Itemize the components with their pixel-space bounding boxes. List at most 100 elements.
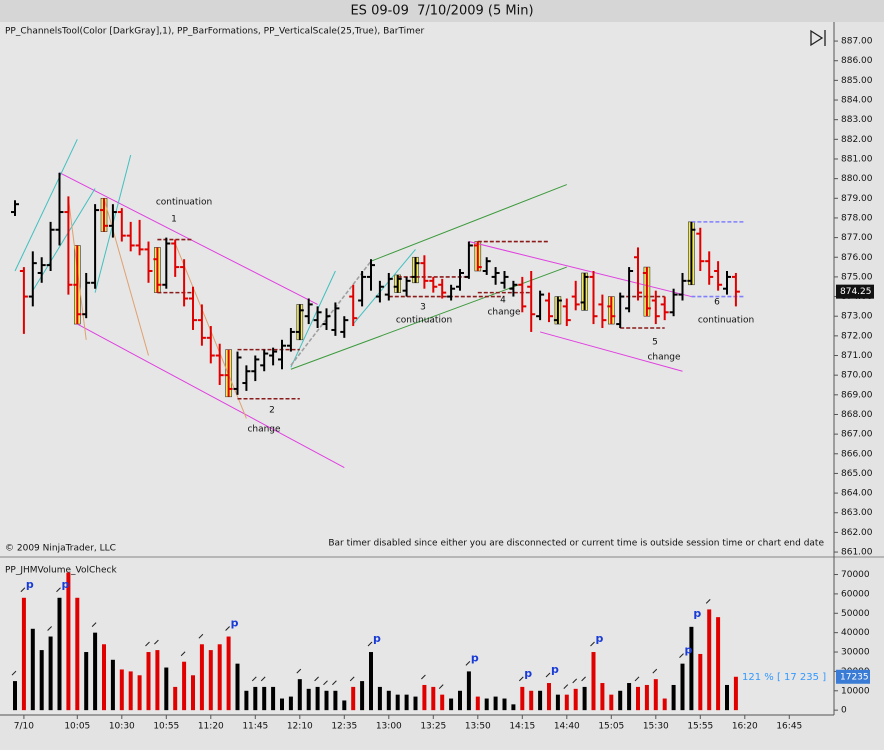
x-tick-label: 11:20 [198, 722, 224, 732]
volume-bar [315, 686, 320, 711]
x-tick-label: 11:45 [242, 722, 268, 732]
volume-arrow [572, 678, 578, 684]
volume-bar [689, 626, 694, 711]
y-tick-label: 880.00 [841, 174, 873, 184]
volume-arrow [225, 626, 230, 631]
volume-bar [208, 650, 213, 711]
volume-bar [333, 690, 338, 711]
annotation: 6 [714, 298, 720, 308]
title-bar [0, 0, 884, 22]
volume-bar [66, 572, 71, 711]
volume-bar [529, 690, 534, 711]
annotation: 2 [269, 406, 275, 416]
scroll-icon[interactable] [810, 29, 826, 47]
annotation: 5 [652, 338, 658, 348]
y-tick-label: 883.00 [841, 115, 873, 125]
volume-arrow [581, 676, 586, 682]
y-tick-label: 60000 [841, 589, 870, 599]
volume-arrow [296, 668, 302, 674]
play-icon[interactable] [810, 29, 824, 47]
volume-bar [262, 686, 267, 711]
x-tick-label: 14:40 [554, 722, 580, 732]
volume-arrow [634, 676, 640, 682]
channel-line [14, 139, 78, 272]
volume-bar [191, 675, 195, 711]
volume-arrow [545, 672, 551, 678]
volume-arrow [421, 674, 426, 680]
volume-bar [102, 644, 106, 711]
volume-bar [128, 671, 133, 711]
volume-bar [146, 652, 151, 711]
volume-bar [564, 694, 569, 711]
y-tick-label: 876.00 [841, 253, 873, 263]
y-tick-label: 877.00 [841, 233, 873, 243]
x-tick-label: 10:55 [153, 722, 179, 732]
volume-arrow [251, 676, 257, 682]
volume-arrow [154, 639, 159, 645]
volume-bar [582, 686, 587, 711]
volume-bar [449, 698, 454, 711]
volume-bar [662, 698, 667, 711]
annotation: 3 [420, 303, 426, 313]
volume-arrow [465, 661, 471, 666]
x-tick-label: 15:55 [687, 722, 713, 732]
volume-bar [324, 690, 329, 711]
y-tick-label: 879.00 [841, 194, 873, 204]
volume-bar [680, 663, 685, 711]
volume-bar [493, 696, 498, 711]
y-tick-label: 887.00 [841, 37, 873, 47]
x-tick-label: 12:10 [287, 722, 313, 732]
volume-bar [306, 688, 311, 711]
volume-bar [217, 644, 222, 711]
volume-p-marker: p [551, 663, 559, 676]
volume-bar [458, 690, 462, 711]
annotation: 4 [500, 296, 506, 306]
volume-bar [21, 597, 26, 711]
volume-bar [164, 667, 169, 711]
annotation: change [247, 425, 281, 435]
volume-arrow [56, 587, 61, 593]
volume-bar [520, 686, 525, 711]
channel-line [32, 188, 96, 291]
channel-line [370, 184, 567, 262]
volume-arrow [20, 587, 26, 593]
volume-p-marker: p [62, 578, 70, 591]
volume-arrow [260, 676, 266, 682]
volume-arrow [705, 599, 711, 604]
y-tick-label: 10000 [841, 686, 870, 696]
volume-bar [244, 690, 249, 711]
x-tick-label: 16:45 [776, 722, 802, 732]
y-tick-label: 885.00 [841, 76, 873, 86]
y-tick-label: 872.00 [841, 331, 873, 341]
volume-bar [377, 686, 382, 711]
volume-bar [386, 690, 391, 711]
y-tick-label: 0 [841, 706, 847, 716]
volume-bar [511, 704, 516, 711]
volume-bar [440, 694, 445, 711]
volume-bar [716, 617, 721, 711]
volume-arrow [679, 653, 684, 659]
y-tick-label: 870.00 [841, 371, 873, 381]
volume-arrow [367, 641, 373, 647]
volume-bar [48, 636, 53, 711]
volume-p-marker: p [524, 667, 532, 680]
y-tick-label: 863.00 [841, 508, 873, 518]
y-tick-label: 50000 [841, 609, 870, 619]
volume-bar [600, 683, 605, 711]
volume-bar [653, 679, 658, 711]
y-tick-label: 869.00 [841, 390, 873, 400]
volume-bar [271, 686, 276, 711]
volume-bar [573, 688, 578, 711]
volume-p-marker: p [471, 651, 479, 664]
volume-p-marker: p [26, 578, 34, 591]
x-tick-label: 14:15 [509, 722, 535, 732]
y-tick-label: 861.00 [841, 548, 873, 558]
y-tick-label: 70000 [841, 570, 870, 580]
y-tick-label: 882.00 [841, 135, 873, 145]
volume-p-marker: p [685, 644, 693, 657]
volume-arrow [518, 676, 524, 682]
volume-arrow [563, 684, 569, 690]
volume-arrow [47, 626, 52, 631]
volume-bar [671, 684, 676, 711]
